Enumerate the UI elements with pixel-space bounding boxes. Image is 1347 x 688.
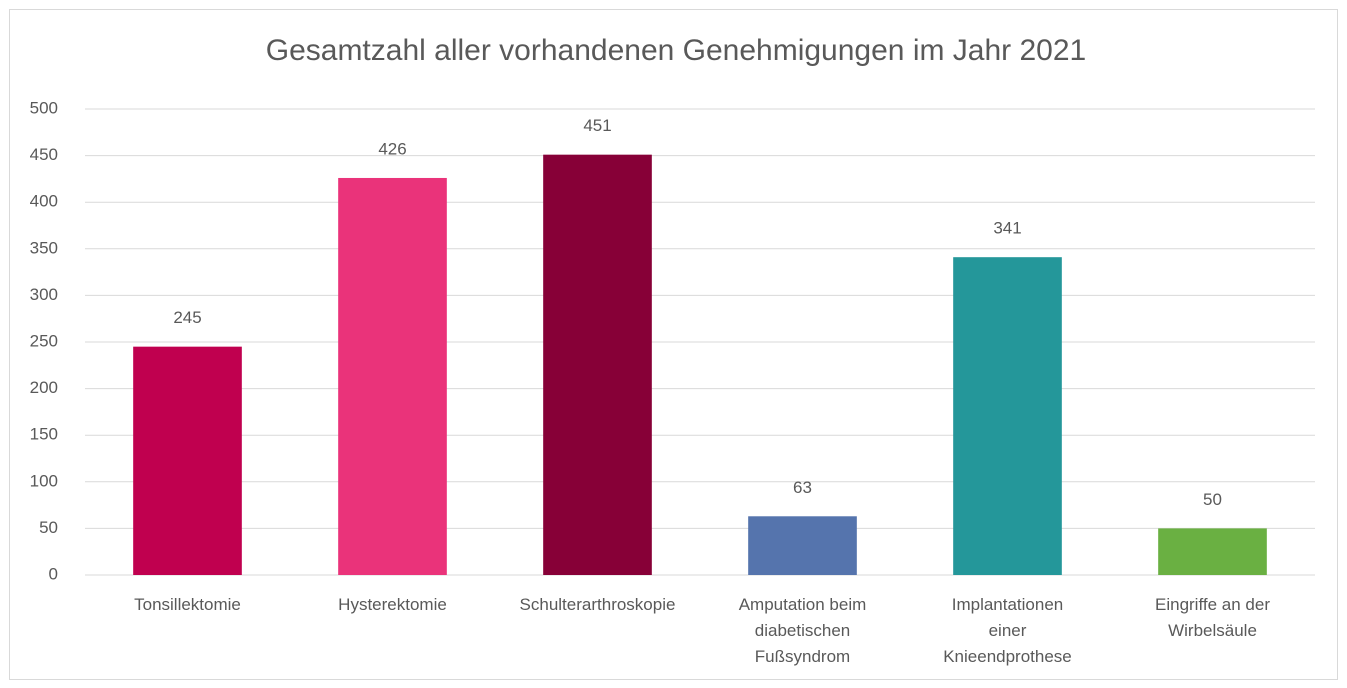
data-label: 426 <box>378 139 406 158</box>
x-tick-label: Amputation beim diabetischen Fußsyndrom <box>739 595 867 666</box>
bar <box>1158 528 1267 575</box>
y-tick-label: 250 <box>30 331 58 350</box>
bar <box>133 346 242 575</box>
data-label: 63 <box>793 478 812 497</box>
y-tick-label: 450 <box>30 145 58 164</box>
y-tick-label: 150 <box>30 425 58 444</box>
y-tick-label: 300 <box>30 285 58 304</box>
x-tick-label: Schulterarthroskopie <box>520 595 676 614</box>
y-tick-label: 200 <box>30 378 58 397</box>
y-tick-label: 350 <box>30 238 58 257</box>
x-tick-label: Implantationen einer Knieendprothese <box>943 595 1072 666</box>
x-tick-label: Eingriffe an der Wirbelsäule <box>1155 595 1270 640</box>
chart-border <box>9 9 1338 680</box>
data-label: 50 <box>1203 490 1222 509</box>
bar <box>953 257 1062 575</box>
bar <box>748 516 857 575</box>
y-tick-label: 500 <box>30 98 58 117</box>
x-tick-label: Tonsillektomie <box>134 595 241 614</box>
y-tick-label: 50 <box>39 518 58 537</box>
data-label: 451 <box>583 116 611 135</box>
chart-title: Gesamtzahl aller vorhandenen Genehmigung… <box>266 34 1087 67</box>
y-tick-label: 0 <box>49 564 58 583</box>
bar <box>543 154 652 575</box>
x-tick-label: Hysterektomie <box>338 595 447 614</box>
data-label: 341 <box>993 219 1021 238</box>
data-label: 245 <box>173 308 201 327</box>
y-tick-label: 400 <box>30 192 58 211</box>
bar <box>338 177 447 575</box>
y-tick-label: 100 <box>30 471 58 490</box>
